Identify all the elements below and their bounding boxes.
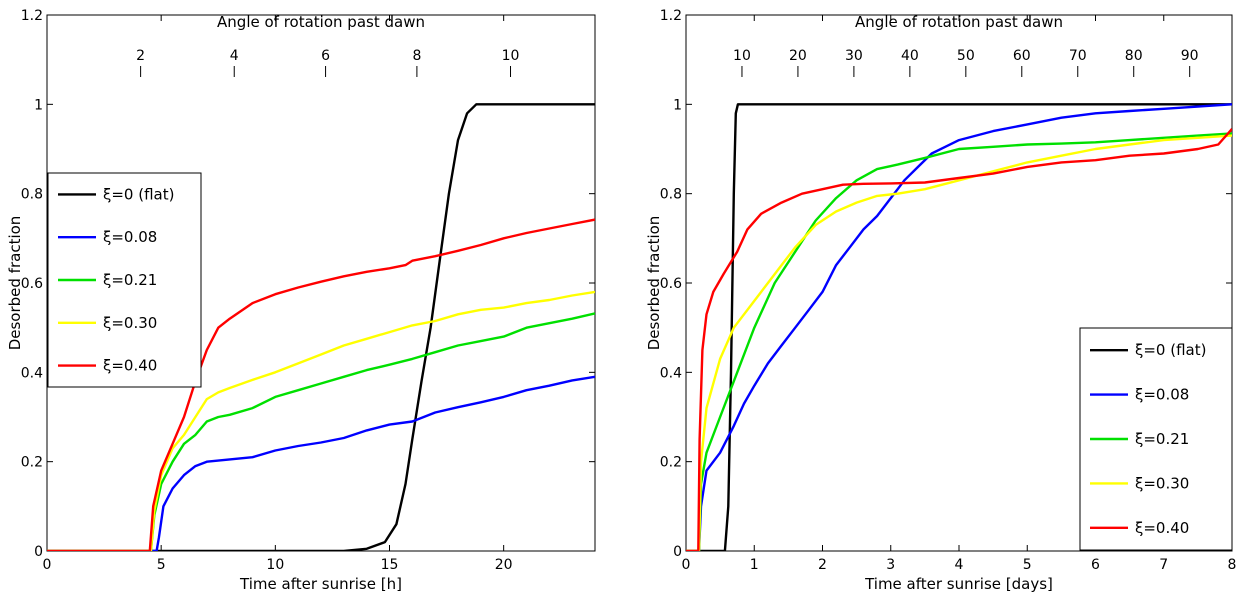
top-tick-label: 70 — [1069, 48, 1087, 64]
x-tick-label: 2 — [818, 557, 827, 573]
y-tick-label: 0.2 — [21, 455, 43, 471]
top-tick-label: 4 — [230, 48, 239, 64]
series-line-2 — [47, 312, 595, 551]
legend-label: ξ=0.08 — [1135, 386, 1189, 404]
series-line-0 — [686, 103, 1232, 551]
legend-label: ξ=0.08 — [103, 228, 157, 246]
series-line-4 — [686, 128, 1232, 551]
y-tick-label: 1 — [34, 97, 43, 113]
series-line-1 — [47, 375, 595, 551]
series-line-0 — [47, 103, 595, 551]
y-axis-label: Desorbed fraction — [645, 216, 663, 351]
legend-label: ξ=0 (flat) — [103, 185, 174, 203]
top-tick-label: 90 — [1181, 48, 1199, 64]
y-tick-label: 0.8 — [660, 187, 682, 203]
x-tick-label: 5 — [157, 557, 166, 573]
top-tick-label: 8 — [412, 48, 421, 64]
x-tick-label: 4 — [955, 557, 964, 573]
left-chart: 0 5 10 15 20 0 0.2 0.4 0.6 0.8 1 1.2 Angle of rotati… — [6, 8, 596, 593]
series-line-3 — [686, 134, 1232, 551]
y-tick-label: 0.8 — [21, 187, 43, 203]
top-tick-label: 6 — [321, 48, 330, 64]
y-tick-label: 1.2 — [21, 8, 43, 24]
x-tick-label: 10 — [266, 557, 284, 573]
legend-label: ξ=0.40 — [1135, 519, 1189, 537]
x-tick-label: 1 — [750, 557, 759, 573]
top-tick-label: 10 — [502, 48, 520, 64]
y-tick-label: 0.4 — [21, 365, 43, 381]
series-line-3 — [47, 290, 595, 551]
legend-label: ξ=0.30 — [103, 314, 157, 332]
top-axis-label: Angle of rotation past dawn — [217, 13, 425, 31]
series-line-1 — [686, 103, 1232, 551]
x-tick-label: 20 — [495, 557, 513, 573]
top-tick-label: 50 — [957, 48, 975, 64]
y-tick-label: 0.4 — [660, 365, 682, 381]
x-tick-label: 5 — [1023, 557, 1032, 573]
x-axis-label: Time after sunrise [h] — [239, 575, 402, 593]
y-tick-label: 1.2 — [660, 8, 682, 24]
series-line-4 — [47, 218, 595, 551]
legend-label: ξ=0.21 — [1135, 430, 1189, 448]
x-tick-label: 15 — [381, 557, 399, 573]
x-tick-label: 8 — [1228, 557, 1237, 573]
x-tick-label: 7 — [1159, 557, 1168, 573]
top-tick-label: 60 — [1013, 48, 1031, 64]
legend: ξ=0 (flat) ξ=0.08 ξ=0.21 ξ=0.30 ξ=0.40 — [47, 172, 202, 388]
right-chart: 0 1 2 3 4 5 6 7 800.20.40.60.811.2 Angle of rotat… — [645, 8, 1236, 593]
x-tick-label: 6 — [1091, 557, 1100, 573]
top-tick-label: 30 — [845, 48, 863, 64]
series-line-2 — [686, 132, 1232, 551]
y-axis-label: Desorbed fraction — [6, 216, 24, 351]
legend-label: ξ=0 (flat) — [1135, 341, 1206, 359]
x-tick-label: 3 — [886, 557, 895, 573]
top-tick-label: 40 — [901, 48, 919, 64]
top-axis-label: Angle of rotation past dawn — [855, 13, 1063, 31]
y-tick-label: 1 — [673, 97, 682, 113]
legend-label: ξ=0.30 — [1135, 474, 1189, 492]
top-tick-label: 20 — [789, 48, 807, 64]
top-tick-label: 2 — [136, 48, 145, 64]
y-tick-label: 0.6 — [660, 276, 682, 292]
x-axis-label: Time after sunrise [days] — [864, 575, 1053, 593]
top-tick-label: 10 — [733, 48, 751, 64]
y-tick-label: 0.2 — [660, 455, 682, 471]
legend-label: ξ=0.40 — [103, 357, 157, 375]
legend-label: ξ=0.21 — [103, 271, 157, 289]
top-tick-label: 80 — [1125, 48, 1143, 64]
y-tick-label: 0 — [34, 544, 43, 560]
x-tick-label: 0 — [43, 557, 52, 573]
x-tick-label: 0 — [682, 557, 691, 573]
y-tick-label: 0 — [673, 544, 682, 560]
y-tick-label: 0.6 — [21, 276, 43, 292]
legend: ξ=0 (flat) ξ=0.08 ξ=0.21 ξ=0.30 ξ=0.40 — [1079, 327, 1233, 551]
